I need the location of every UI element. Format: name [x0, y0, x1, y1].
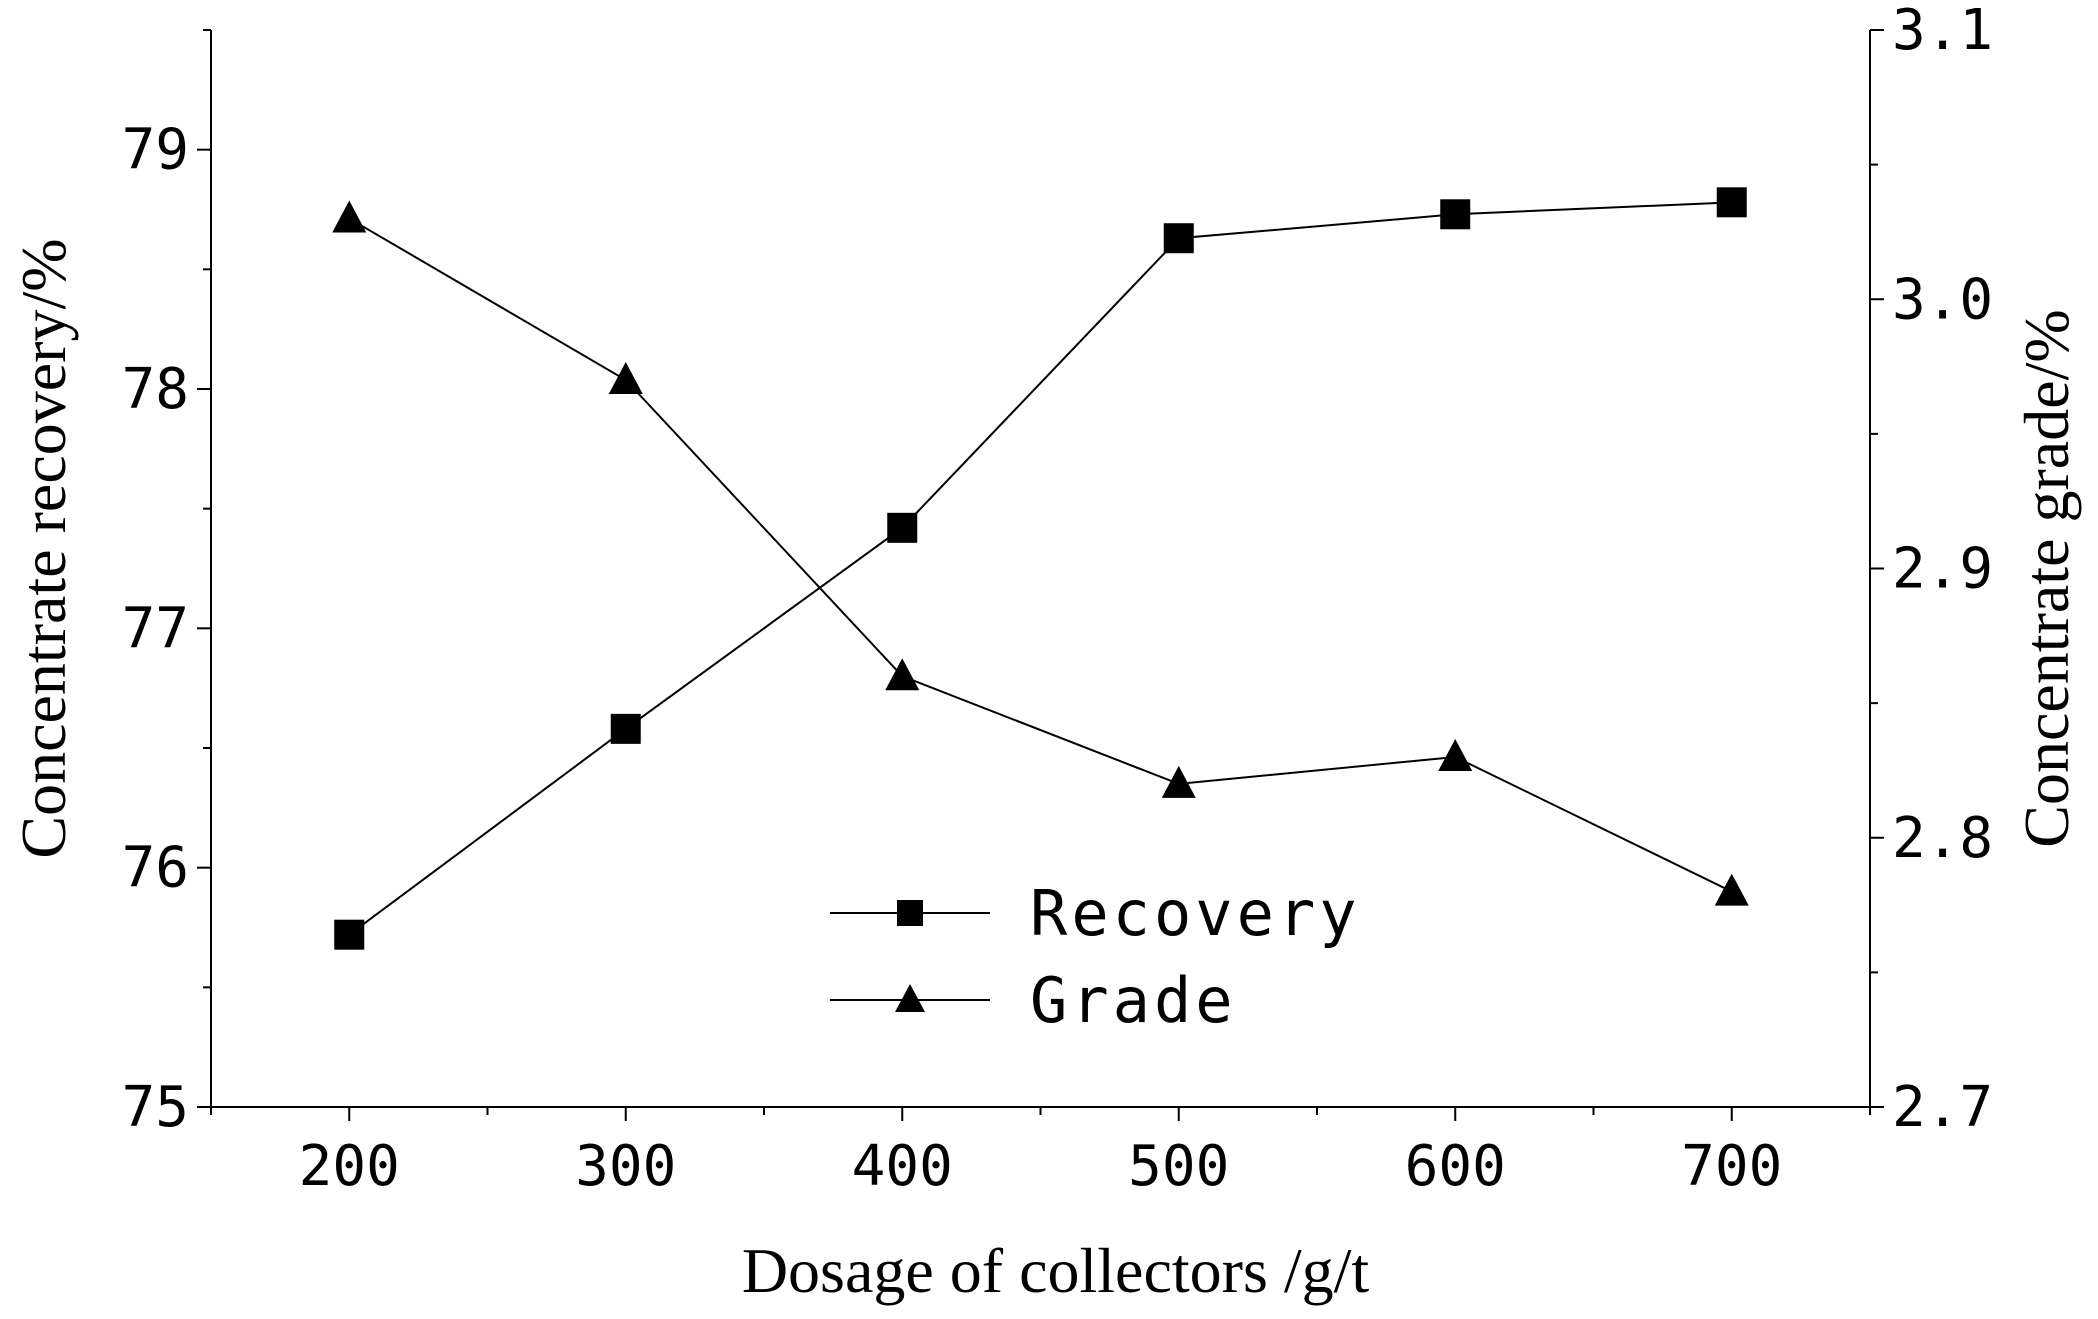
legend-triangle-marker: [895, 984, 925, 1012]
legend-square-marker: [897, 900, 923, 926]
grade-point: [332, 200, 367, 233]
left-y-tick-label: 79: [122, 118, 189, 183]
legend-item-grade: Grade: [830, 964, 1237, 1037]
left-y-tick-label: 76: [122, 836, 189, 901]
x-tick-label: 700: [1681, 1134, 1782, 1199]
recovery-point: [1440, 199, 1471, 230]
right-y-tick-label: 2.8: [1892, 806, 1993, 871]
right-y-tick-label: 2.9: [1892, 537, 1993, 602]
recovery-point: [334, 919, 365, 950]
left-y-tick-label: 75: [122, 1075, 189, 1140]
left-y-axis-title: Concentrate recovery/%: [8, 238, 79, 858]
recovery-point: [1163, 223, 1194, 254]
x-tick-label: 600: [1405, 1134, 1506, 1199]
right-y-axis-title: Concentrate grade/%: [2011, 309, 2082, 847]
recovery-point: [887, 512, 918, 543]
grade-point: [608, 362, 643, 395]
right-y-tick-label: 3.0: [1892, 267, 1993, 332]
recovery-point: [1716, 187, 1747, 218]
left-y-tick-label: 77: [122, 596, 189, 661]
x-tick-label: 300: [575, 1134, 676, 1199]
x-tick-label: 400: [852, 1134, 953, 1199]
legend-label: Grade: [1030, 964, 1237, 1037]
grade-point: [1714, 873, 1749, 906]
recovery-series-line: [348, 201, 1732, 936]
right-y-tick-label: 3.1: [1892, 0, 1993, 63]
legend-label: Recovery: [1030, 877, 1361, 950]
right-y-tick-label: 2.7: [1892, 1075, 1993, 1140]
grade-series-line: [348, 217, 1733, 893]
x-axis-title: Dosage of collectors /g/t: [742, 1235, 1370, 1306]
x-tick-label: 200: [299, 1134, 400, 1199]
left-y-tick-label: 78: [122, 357, 189, 422]
legend-item-recovery: Recovery: [830, 877, 1361, 950]
grade-point: [1161, 765, 1196, 798]
recovery-point: [610, 713, 641, 744]
x-tick-label: 500: [1128, 1134, 1229, 1199]
grade-point: [885, 658, 920, 691]
grade-point: [1438, 738, 1473, 771]
